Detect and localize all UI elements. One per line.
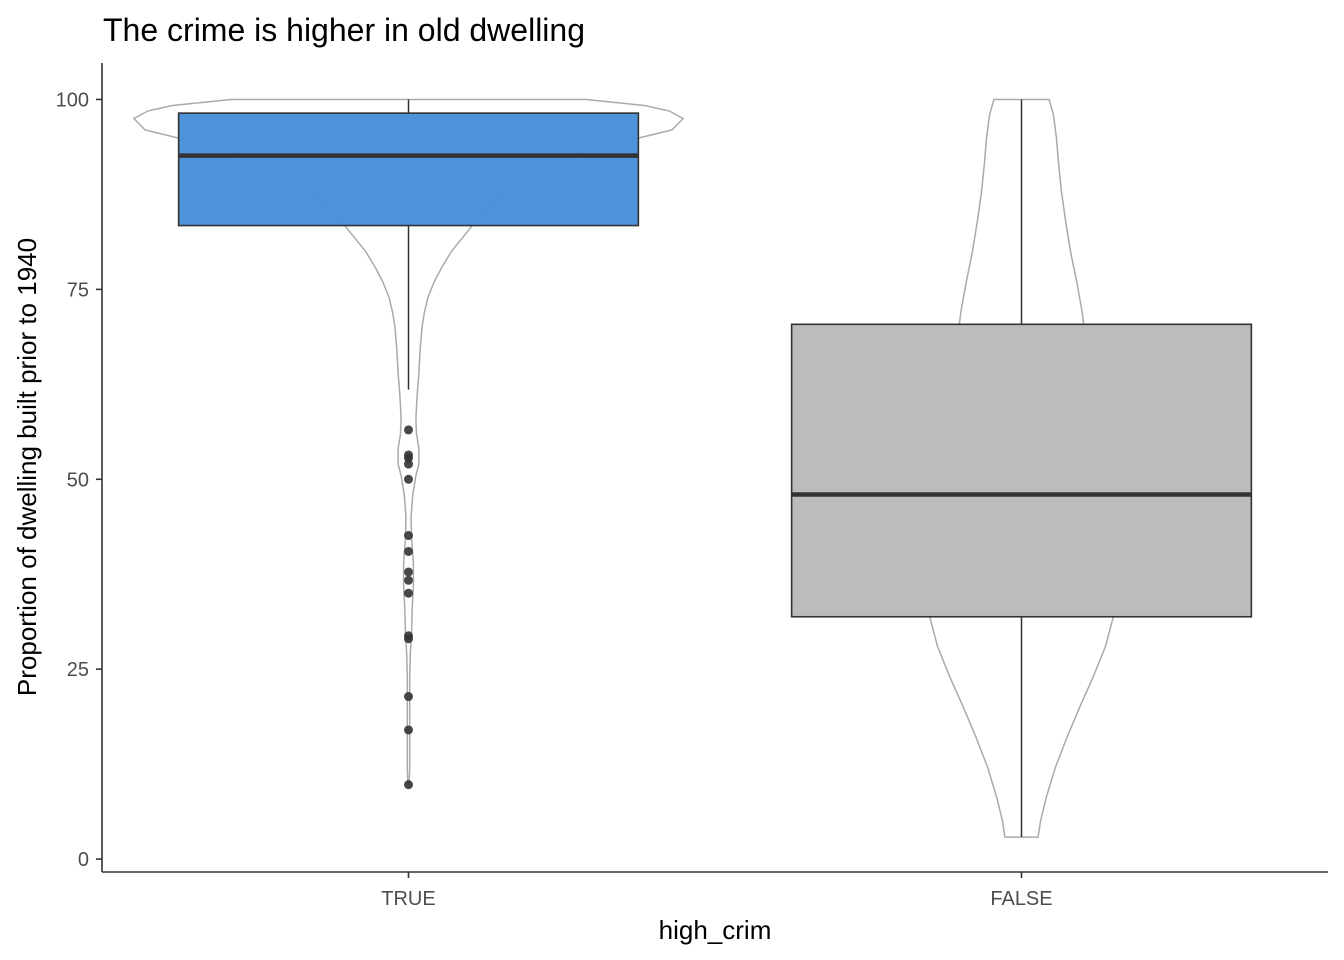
outlier-point bbox=[404, 567, 413, 577]
outlier-point bbox=[404, 575, 413, 585]
box-layer bbox=[177, 99, 1253, 838]
y-tick-label: 25 bbox=[67, 659, 89, 681]
y-axis-title: Proportion of dwelling built prior to 19… bbox=[12, 238, 42, 696]
axes bbox=[101, 63, 1328, 873]
box-false bbox=[790, 323, 1253, 618]
outlier-point bbox=[404, 780, 413, 790]
y-tick-label: 100 bbox=[56, 89, 89, 111]
outlier-point bbox=[404, 474, 413, 484]
x-tick-label: TRUE bbox=[381, 888, 435, 910]
y-tick-label: 0 bbox=[78, 849, 89, 871]
outlier-point bbox=[404, 634, 413, 644]
x-tick-label: FALSE bbox=[990, 888, 1052, 910]
outlier-point bbox=[404, 725, 413, 735]
x-ticks: TRUE FALSE bbox=[381, 872, 1053, 910]
outlier-point bbox=[404, 546, 413, 556]
outlier-point bbox=[404, 530, 413, 540]
y-ticks: 0 25 50 75 100 bbox=[56, 89, 102, 871]
box-true bbox=[177, 112, 640, 227]
chart-title: The crime is higher in old dwelling bbox=[103, 12, 585, 48]
outlier-point bbox=[404, 459, 413, 469]
outlier-point bbox=[404, 425, 413, 435]
y-tick-label: 50 bbox=[67, 469, 89, 491]
outlier-point bbox=[404, 692, 413, 702]
x-axis-title: high_crim bbox=[659, 915, 772, 945]
y-tick-label: 75 bbox=[67, 279, 89, 301]
outlier-point bbox=[404, 588, 413, 598]
